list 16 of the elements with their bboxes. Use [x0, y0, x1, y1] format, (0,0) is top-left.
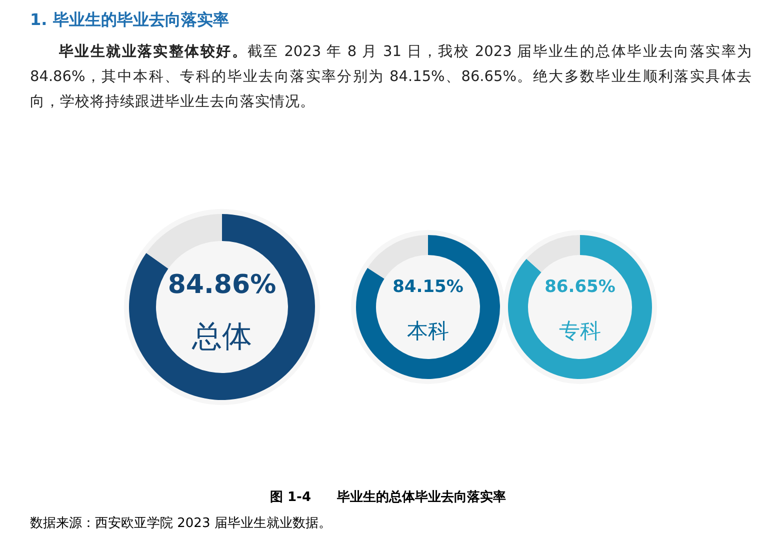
donut-slice [129, 214, 315, 400]
data-label: 84.15% [392, 277, 464, 297]
slice-label: 总体 [191, 320, 252, 354]
donut-slice [508, 235, 652, 379]
caption: 图 1-4 毕业生的总体毕业去向落实率 [268, 488, 507, 506]
text: 毕业生就业落实整体较好。截至 2023 年 8 月 31 日，我校 2023 届毕业生的总体毕业去向落实率为 84.86%，其中本科、专科的毕业去向落实率分别为 84.15%、86.65%。绝大多数毕业生顺利落实具体去向，学校将持续跟进毕业生去向落实情况。 [30, 42, 752, 112]
donut-slice [356, 235, 500, 379]
donut-slice [368, 235, 428, 279]
data-label: 84.86% [168, 270, 276, 300]
chart-title: 1. 毕业生的毕业去向落实率 [30, 10, 229, 31]
data-label: 86.65% [544, 277, 616, 297]
slice-label: 专科 [559, 319, 601, 343]
slice-label: 本科 [407, 319, 449, 343]
donut-slice [526, 235, 580, 272]
donut-slice [146, 214, 222, 269]
source-note: 数据来源：西安欧亚学院 2023 届毕业生就业数据。 [30, 515, 332, 532]
